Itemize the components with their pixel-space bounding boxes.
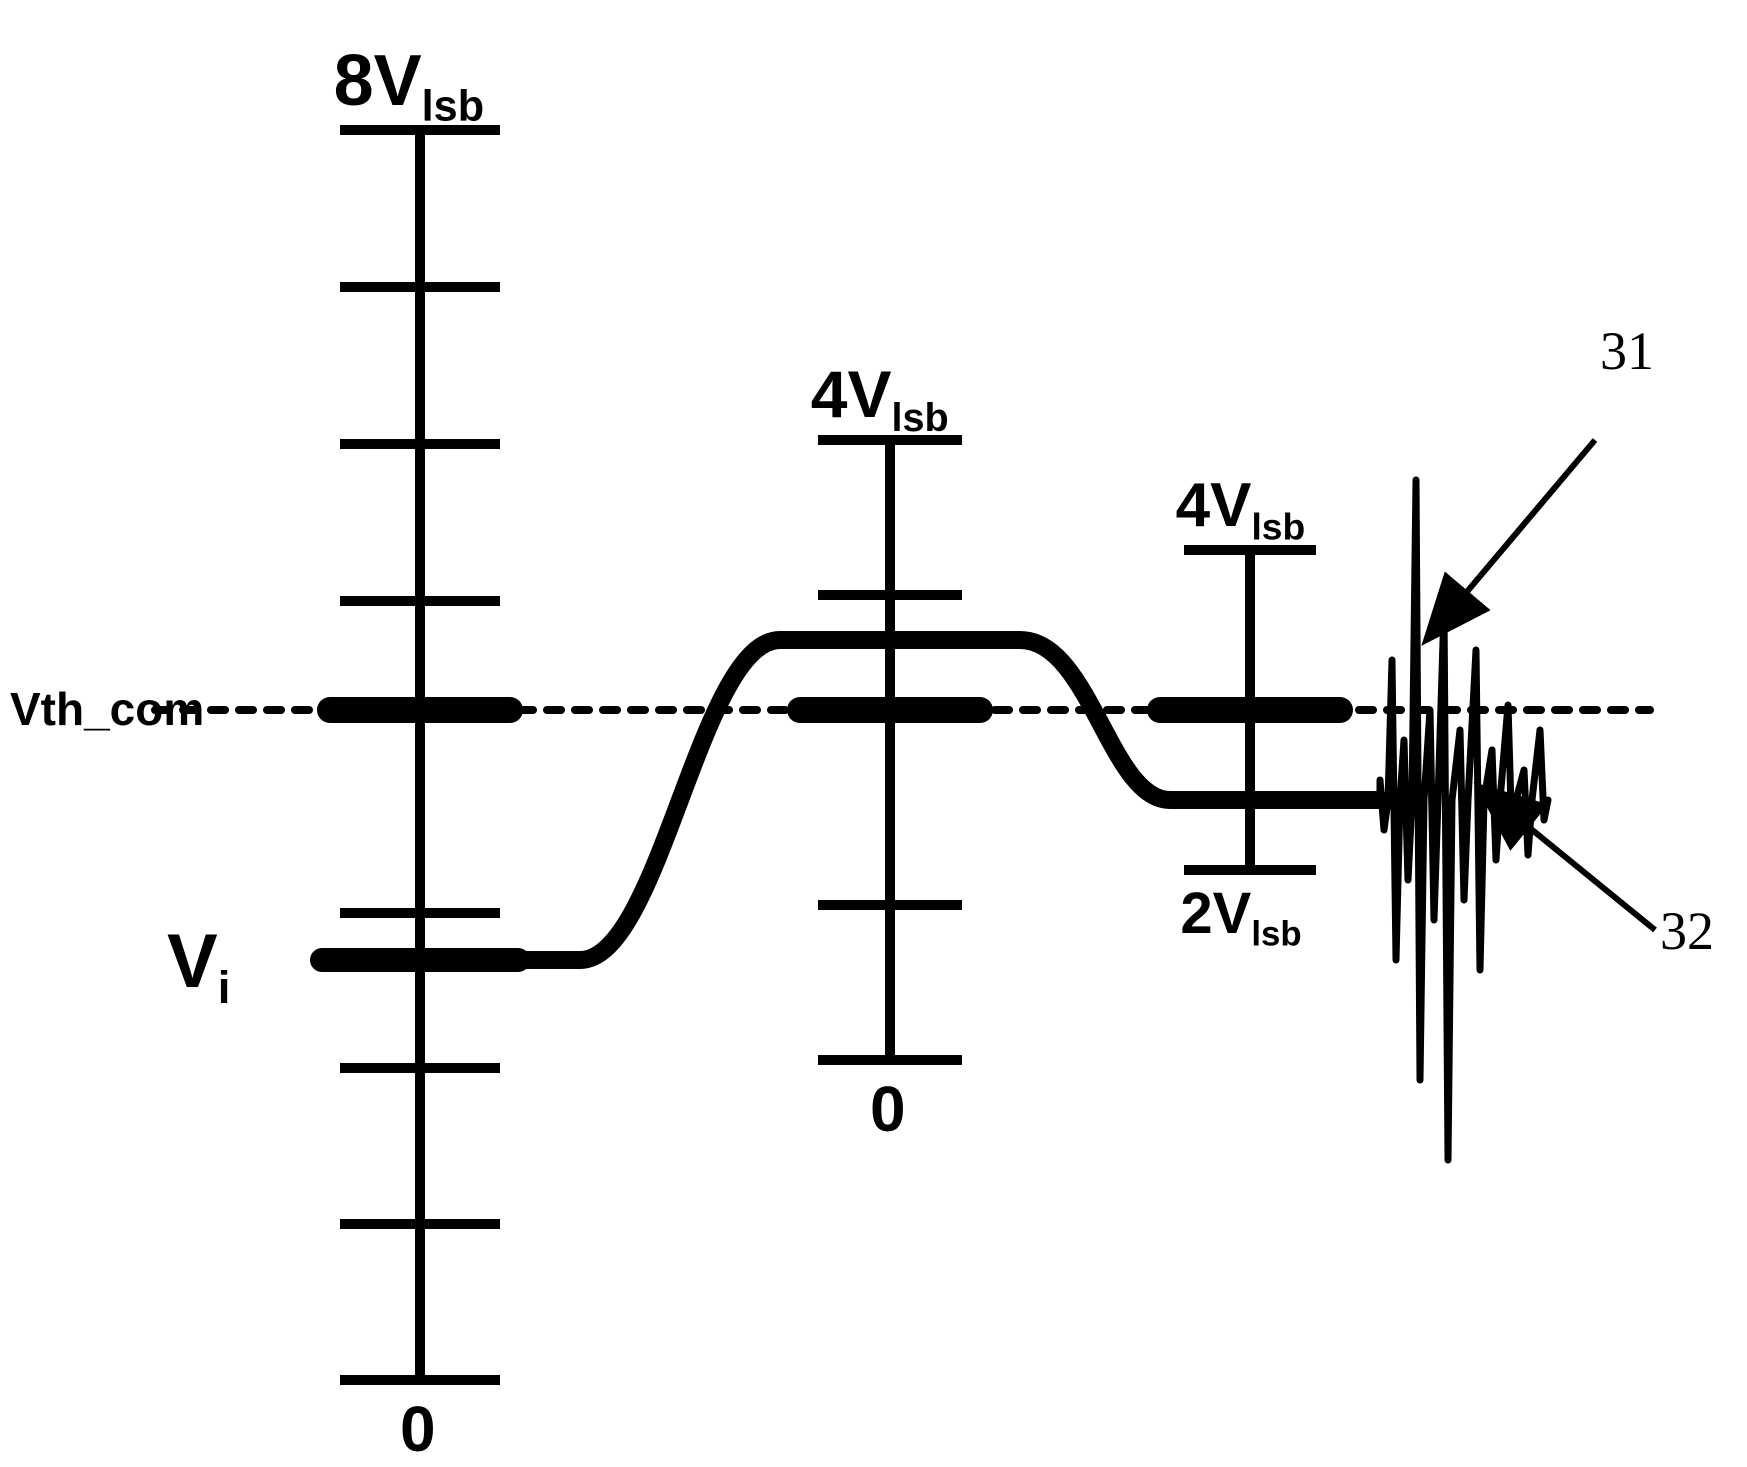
diagram-canvas — [0, 0, 1747, 1467]
callout-arrows — [1460, 440, 1655, 930]
vi-label: Vi — [167, 918, 230, 1014]
axis2-bottom-label: 0 — [870, 1072, 906, 1146]
axis3-top-label: 4Vlsb — [1176, 470, 1306, 548]
threshold-label: Vth_com — [10, 682, 204, 736]
callout-32: 32 — [1660, 900, 1714, 962]
axis3-bottom-label: 2Vlsb — [1180, 880, 1301, 955]
axis1-top-label: 8Vlsb — [334, 40, 484, 131]
axis2-top-label: 4Vlsb — [811, 356, 949, 441]
axis1-bottom-label: 0 — [400, 1392, 436, 1466]
axes-layer — [322, 130, 1340, 1380]
callout-31: 31 — [1600, 320, 1654, 382]
